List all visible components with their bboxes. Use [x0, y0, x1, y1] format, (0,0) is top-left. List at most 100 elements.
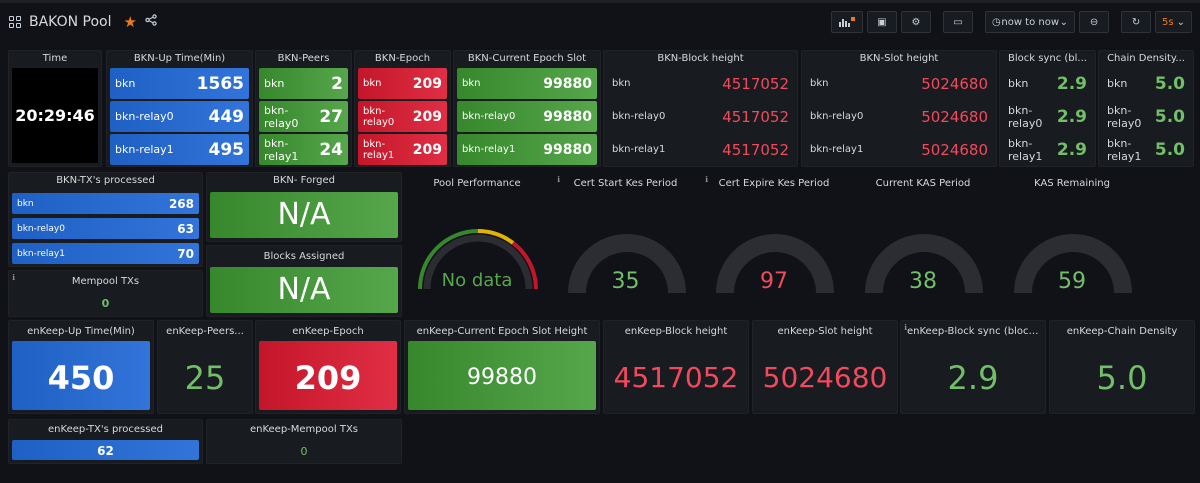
- add-panel-button[interactable]: [831, 11, 864, 33]
- info-icon[interactable]: ℹ: [705, 175, 709, 184]
- current-kas-gauge: [865, 234, 983, 294]
- settings-button[interactable]: ⚙: [901, 11, 932, 33]
- cert-expire-panel[interactable]: ℹ Cert Expire Kes Period 97: [701, 172, 847, 317]
- enkeep-tx-panel[interactable]: enKeep-TX's processed 62: [8, 419, 203, 464]
- enkeep-density-panel[interactable]: enKeep-Chain Density 5.0: [1049, 320, 1195, 414]
- enkeep-mempool-panel[interactable]: enKeep-Mempool TXs 0: [206, 419, 402, 464]
- stat-row: bkn-relay1 495: [110, 134, 249, 165]
- zoom-out-button[interactable]: ⊖: [1079, 11, 1110, 33]
- enkeep-block-value: 4517052: [613, 361, 739, 394]
- info-icon[interactable]: ℹ: [557, 175, 561, 184]
- bkn-block-height-panel[interactable]: BKN-Block height bkn 4517052 bkn-relay0 45…: [603, 50, 798, 167]
- panel-title: enKeep-Current Epoch Slot Height: [416, 326, 588, 337]
- stat-row: bkn 268: [12, 193, 199, 214]
- chevron-down-icon: ⌄: [1059, 16, 1069, 28]
- bkn-peers-panel[interactable]: BKN-Peers bkn 2 bkn-relay0 27 bkn-relay1 24: [255, 50, 352, 167]
- dashboard-title[interactable]: BAKON Pool: [29, 14, 112, 30]
- enkeep-slot-value: 99880: [467, 365, 537, 390]
- cert-expire-value: 97: [760, 269, 788, 294]
- cycle-view-mode-button[interactable]: ▭: [943, 11, 974, 33]
- stat-row: bkn-relay1 2.9: [1008, 136, 1087, 163]
- forged-value: N/A: [277, 197, 331, 232]
- pool-performance-panel[interactable]: Pool Performance No data: [405, 172, 549, 317]
- bkn-epoch-slot-panel[interactable]: BKN-Current Epoch Slot bkn 99880 bkn-rela…: [453, 50, 601, 167]
- enkeep-density-value: 5.0: [1096, 359, 1148, 397]
- panel-title: Cert Expire Kes Period: [718, 178, 830, 189]
- panel-title: BKN-TX's processed: [56, 175, 155, 186]
- stat-row: bkn 2.9: [1008, 73, 1087, 94]
- bkn-slot-height-panel[interactable]: BKN-Slot height bkn 5024680 bkn-relay0 502…: [801, 50, 997, 167]
- enkeep-uptime-value: 450: [47, 359, 115, 397]
- stat-row: bkn-relay0 27: [259, 101, 348, 132]
- toolbar: ▣ ⚙ ▭ ◷ now to now ⌄ ⊖ ↻ 5s ⌄: [831, 11, 1192, 33]
- stat-row: bkn 4517052: [612, 74, 789, 93]
- stat-row: bkn 1565: [110, 68, 249, 99]
- bkn-forged-panel[interactable]: BKN- Forged N/A: [206, 172, 402, 242]
- monitor-icon: ▭: [953, 16, 963, 28]
- blocks-assigned-panel[interactable]: Blocks Assigned N/A: [206, 245, 402, 317]
- enkeep-block-height-panel[interactable]: enKeep-Block height 4517052: [603, 320, 749, 414]
- panel-title: Blocks Assigned: [263, 251, 345, 262]
- chain-density-panel[interactable]: Chain Density... bkn 5.0 bkn-relay0 5.0 bk…: [1098, 50, 1194, 167]
- stat-row: bkn-relay1 99880: [457, 134, 597, 165]
- stat-row: bkn-relay0 2.9: [1008, 103, 1087, 130]
- enkeep-slot-height-value: 5024680: [762, 361, 888, 394]
- enkeep-uptime-panel[interactable]: enKeep-Up Time(Min) 450: [8, 320, 154, 414]
- panel-title: BKN-Epoch: [374, 53, 431, 64]
- panel-title: enKeep-Block height: [624, 326, 728, 337]
- apps-grid-icon[interactable]: [9, 16, 21, 28]
- panel-title: BKN-Block height: [657, 53, 744, 64]
- kas-remaining-panel[interactable]: KAS Remaining 59: [999, 172, 1145, 317]
- star-icon[interactable]: ★: [123, 13, 137, 31]
- save-dashboard-button[interactable]: ▣: [867, 11, 898, 33]
- stat-row: bkn-relay0 63: [12, 218, 199, 239]
- stat-row: bkn-relay1 70: [12, 243, 199, 264]
- enkeep-tx-value: 62: [97, 444, 114, 458]
- enkeep-slot-panel[interactable]: enKeep-Current Epoch Slot Height 99880: [404, 320, 600, 414]
- save-icon: ▣: [877, 16, 887, 28]
- mempool-panel[interactable]: ℹ Mempool TXs 0: [8, 270, 203, 317]
- share-icon[interactable]: [145, 14, 157, 30]
- panel-title: enKeep-Chain Density: [1066, 326, 1178, 337]
- time-picker-button[interactable]: ◷ now to now ⌄: [985, 11, 1076, 33]
- kas-remaining-gauge: [1014, 234, 1132, 294]
- cert-expire-gauge: [716, 234, 834, 294]
- stat-row: bkn-relay1 24: [259, 134, 348, 165]
- panel-title: Mempool TXs: [71, 276, 140, 287]
- enkeep-epoch-panel[interactable]: enKeep-Epoch 209: [255, 320, 401, 414]
- stat-row: bkn-relay1 4517052: [612, 140, 789, 159]
- current-kas-value: 38: [909, 269, 937, 294]
- bkn-uptime-panel[interactable]: BKN-Up Time(Min) bkn 1565 bkn-relay0 449 b…: [106, 50, 253, 167]
- bkn-epoch-panel[interactable]: BKN-Epoch bkn 209 bkn-relay0 209 bkn-relay…: [354, 50, 451, 167]
- panel-title: enKeep-Block sync (blocks...: [907, 326, 1045, 337]
- panel-title: KAS Remaining: [1034, 178, 1110, 189]
- add-panel-icon: [839, 17, 856, 27]
- time-range-label: now to now: [1001, 16, 1060, 28]
- refresh-button[interactable]: ↻: [1121, 11, 1152, 33]
- enkeep-sync-panel[interactable]: ℹ enKeep-Block sync (blocks... 2.9: [900, 320, 1046, 414]
- panel-title: BKN- Forged: [273, 175, 335, 186]
- block-sync-panel[interactable]: Block sync (bl... bkn 2.9 bkn-relay0 2.9 b…: [999, 50, 1096, 167]
- time-panel[interactable]: Time 20:29:46: [8, 50, 102, 167]
- panel-title: enKeep-Peers...: [166, 326, 244, 337]
- enkeep-peers-panel[interactable]: enKeep-Peers... 25: [157, 320, 253, 414]
- enkeep-mempool-value: 0: [300, 445, 308, 458]
- info-icon[interactable]: ℹ: [12, 273, 16, 282]
- stat-row: bkn 209: [358, 68, 447, 99]
- stat-row: bkn-relay0 4517052: [612, 107, 789, 126]
- refresh-interval-picker[interactable]: 5s ⌄: [1155, 11, 1192, 33]
- panel-title: Chain Density...: [1107, 53, 1185, 64]
- panel-title: BKN-Slot height: [859, 53, 939, 64]
- refresh-interval-label: 5s: [1162, 16, 1174, 28]
- enkeep-sync-value: 2.9: [947, 359, 999, 397]
- cert-start-panel[interactable]: ℹ Cert Start Kes Period 35: [553, 172, 698, 317]
- info-icon[interactable]: ℹ: [904, 323, 908, 332]
- stat-row: bkn-relay1 5024680: [810, 140, 988, 159]
- kas-remaining-value: 59: [1058, 269, 1086, 294]
- current-kas-panel[interactable]: Current KAS Period 38: [850, 172, 996, 317]
- mempool-value: 0: [101, 297, 110, 310]
- panel-title: Pool Performance: [433, 178, 521, 189]
- enkeep-slot-height-panel[interactable]: enKeep-Slot height 5024680: [752, 320, 898, 414]
- bkn-tx-panel[interactable]: BKN-TX's processed bkn 268 bkn-relay0 63 b…: [8, 172, 203, 267]
- stat-row: bkn-relay1 5.0: [1107, 136, 1185, 163]
